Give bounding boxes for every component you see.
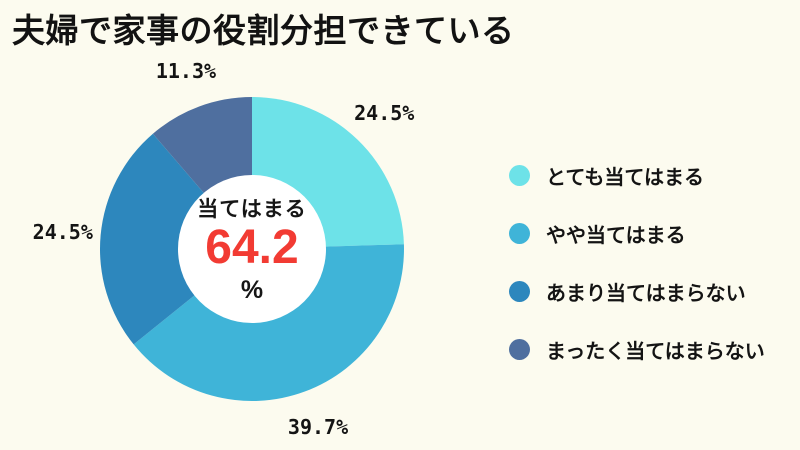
legend-item-2: やや当てはまる — [509, 219, 765, 248]
slice-value-label-4: 11.3% — [155, 58, 217, 83]
legend-item-4: まったく当てはまらない — [509, 335, 765, 364]
donut-hole — [178, 175, 326, 323]
slice-value-label-2: 39.7% — [287, 415, 349, 440]
legend-item-label: とても当てはまる — [546, 167, 704, 189]
slice-value-label-3: 24.5% — [32, 219, 93, 244]
legend-item-3: あまり当てはまらない — [509, 277, 765, 306]
legend-dot-icon — [509, 339, 530, 360]
legend-item-label: やや当てはまる — [546, 225, 686, 247]
slice-value-label-1: 24.5% — [354, 100, 415, 125]
legend-dot-icon — [509, 165, 530, 186]
donut-segment-2 — [133, 244, 404, 401]
legend-dot-icon — [509, 281, 530, 302]
page-title: 夫婦で家事の役割分担できている — [12, 12, 515, 49]
donut-segment-3 — [99, 133, 253, 345]
donut-chart — [99, 97, 404, 401]
legend-item-1: とても当てはまる — [509, 161, 765, 190]
legend: とても当てはまる やや当てはまる あまり当てはまらない まったく当てはまらない — [509, 161, 765, 364]
legend-item-label: まったく当てはまらない — [546, 341, 765, 363]
legend-dot-icon — [509, 223, 530, 244]
legend-item-label: あまり当てはまらない — [546, 283, 746, 305]
